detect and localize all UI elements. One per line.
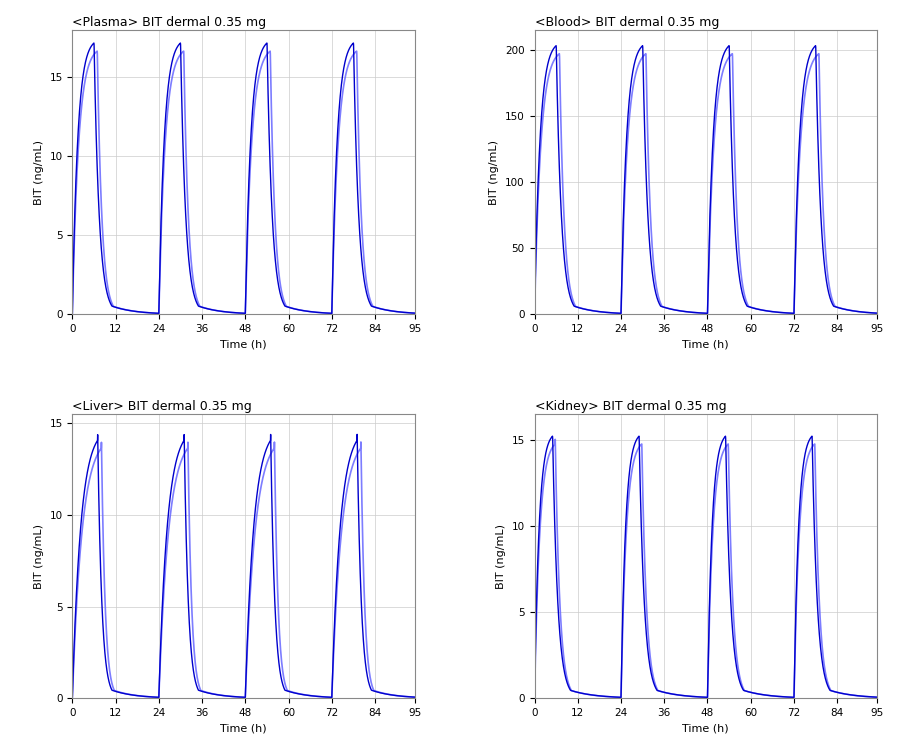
Text: <Liver> BIT dermal 0.35 mg: <Liver> BIT dermal 0.35 mg — [72, 400, 252, 413]
Y-axis label: BIT (ng/mL): BIT (ng/mL) — [33, 523, 43, 589]
Y-axis label: BIT (ng/mL): BIT (ng/mL) — [33, 140, 43, 205]
X-axis label: Time (h): Time (h) — [682, 724, 728, 734]
Text: <Blood> BIT dermal 0.35 mg: <Blood> BIT dermal 0.35 mg — [534, 16, 718, 29]
Text: <Kidney> BIT dermal 0.35 mg: <Kidney> BIT dermal 0.35 mg — [534, 400, 725, 413]
Text: <Plasma> BIT dermal 0.35 mg: <Plasma> BIT dermal 0.35 mg — [72, 16, 266, 29]
Y-axis label: BIT (ng/mL): BIT (ng/mL) — [489, 140, 499, 205]
X-axis label: Time (h): Time (h) — [220, 724, 266, 734]
X-axis label: Time (h): Time (h) — [220, 339, 266, 350]
X-axis label: Time (h): Time (h) — [682, 339, 728, 350]
Y-axis label: BIT (ng/mL): BIT (ng/mL) — [496, 523, 506, 589]
